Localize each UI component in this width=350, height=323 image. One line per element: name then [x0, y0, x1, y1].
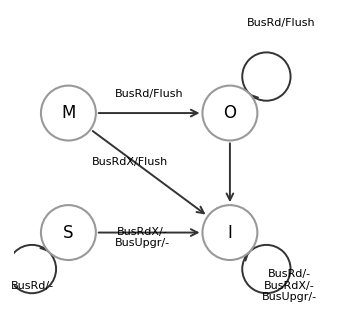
Text: BusRd/Flush: BusRd/Flush	[115, 89, 183, 99]
Text: BusRd/Flush: BusRd/Flush	[247, 18, 316, 27]
Text: BusRdX/-
BusUpgr/-: BusRdX/- BusUpgr/-	[115, 227, 170, 248]
Text: I: I	[228, 224, 232, 242]
Circle shape	[41, 86, 96, 141]
Text: S: S	[63, 224, 74, 242]
Text: M: M	[61, 104, 76, 122]
Text: BusRd/-: BusRd/-	[11, 281, 55, 291]
Circle shape	[202, 86, 257, 141]
Text: O: O	[223, 104, 236, 122]
Circle shape	[41, 205, 96, 260]
Circle shape	[202, 205, 257, 260]
Text: BusRdX/Flush: BusRdX/Flush	[92, 157, 168, 166]
Text: BusRd/-
BusRdX/-
BusUpgr/-: BusRd/- BusRdX/- BusUpgr/-	[262, 269, 317, 302]
